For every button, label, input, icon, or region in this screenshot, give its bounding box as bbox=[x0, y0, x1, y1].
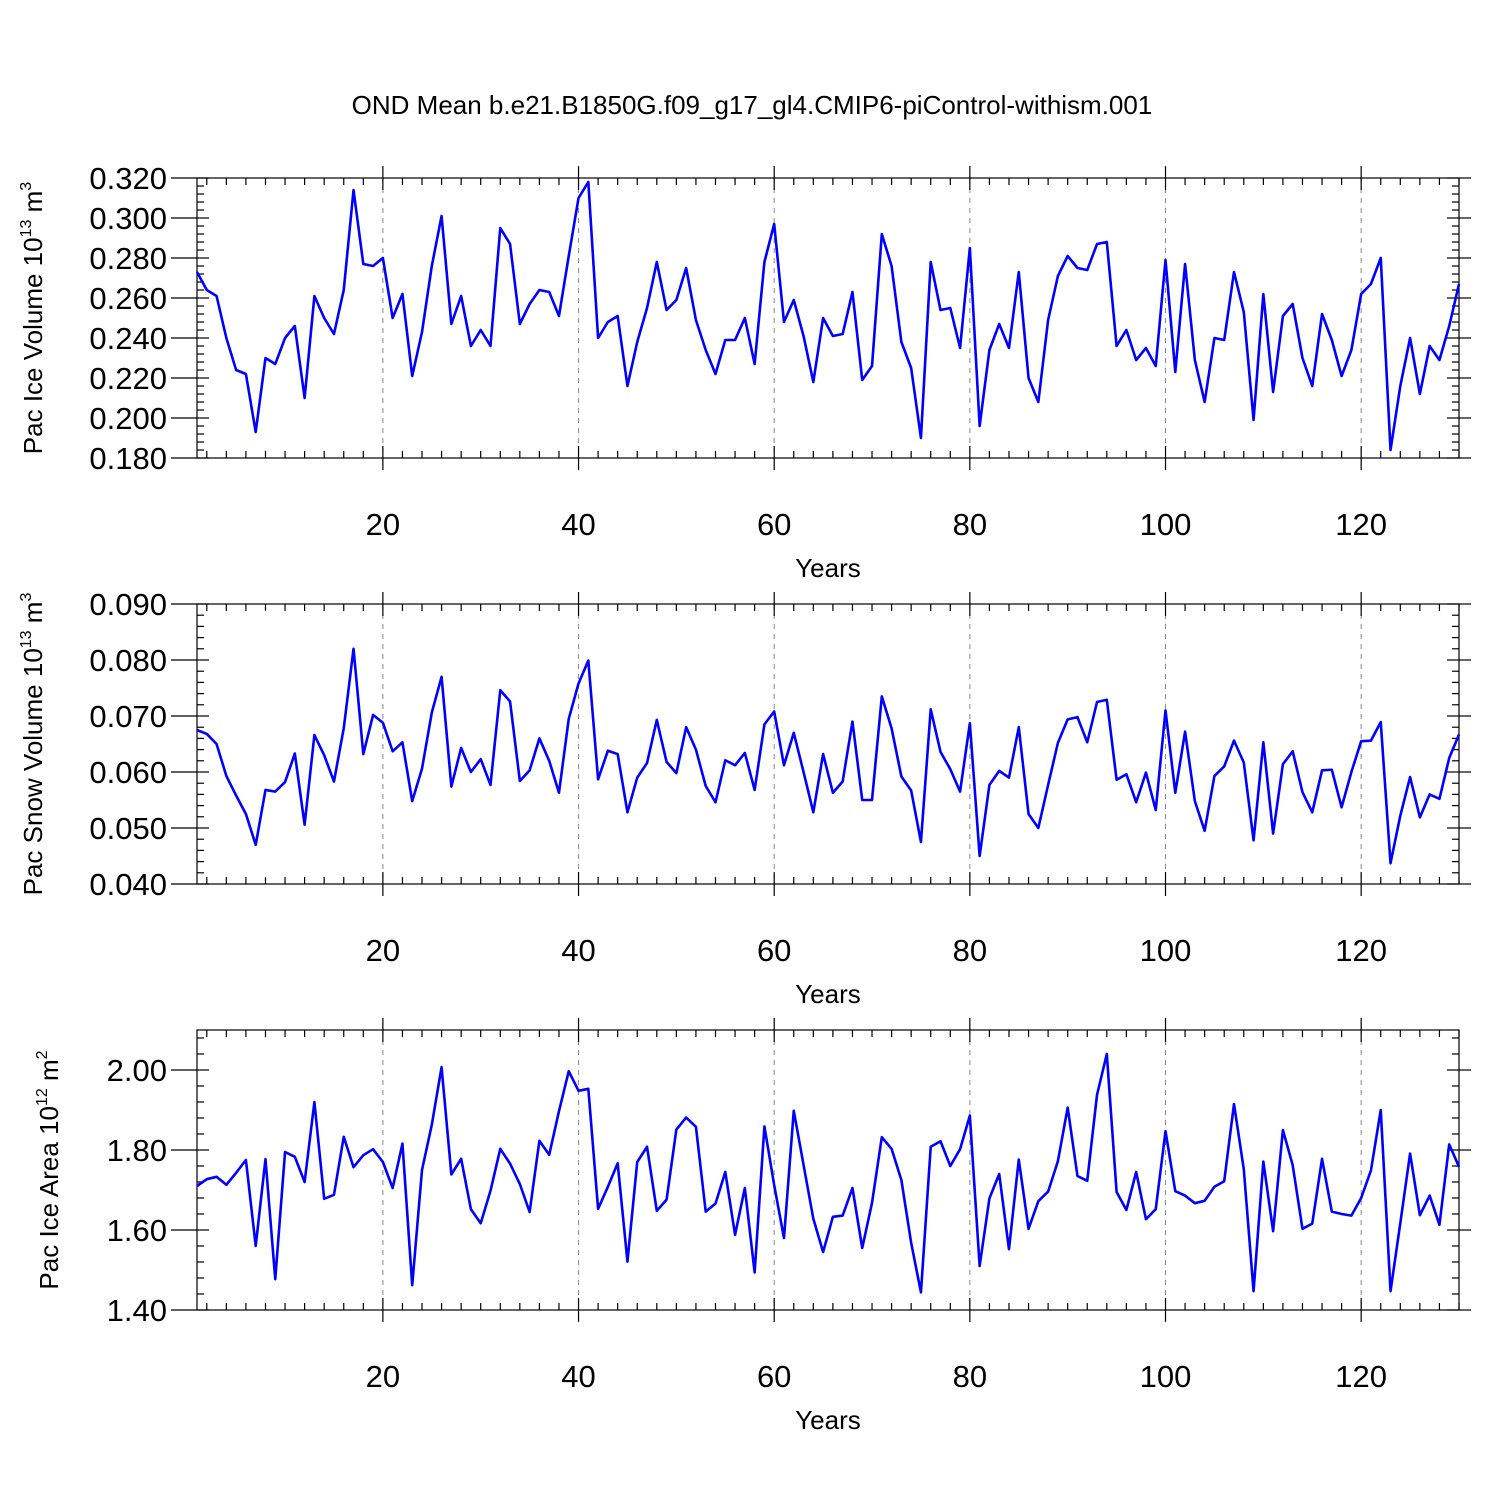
y-tick-label: 0.280 bbox=[89, 241, 167, 276]
panel-3: 1.40 1.60 1.80 2.00 20 40 60 80 100 120 Years Pac I… bbox=[34, 1018, 1471, 1435]
y-tick-label: 0.200 bbox=[89, 401, 167, 436]
x-axis-label: Years bbox=[795, 1405, 861, 1435]
x-axis-label: Years bbox=[795, 979, 861, 1009]
y-tick-label: 0.260 bbox=[89, 281, 167, 316]
series-line bbox=[196, 647, 1461, 865]
y-tick-label: 2.00 bbox=[107, 1053, 167, 1088]
x-tick-label: 60 bbox=[757, 1359, 791, 1394]
y-axis-label: Pac Ice Area 1012 m2 bbox=[34, 1050, 64, 1289]
y-axis-label-exp: 12 bbox=[34, 1088, 51, 1106]
y-tick-label: 0.060 bbox=[89, 755, 167, 790]
x-tick-label: 40 bbox=[561, 507, 595, 542]
series-line bbox=[195, 180, 1461, 452]
y-tick-label: 0.180 bbox=[89, 441, 167, 476]
y-axis-label-unit-exp: 2 bbox=[34, 1050, 51, 1059]
x-tick-label: 100 bbox=[1140, 1359, 1192, 1394]
x-tick-label: 20 bbox=[366, 507, 400, 542]
y-tick-label: 1.40 bbox=[107, 1293, 167, 1328]
panels: 0.180 0.200 0.220 0.240 0.260 0.280 0.300 0.320… bbox=[18, 161, 1471, 1435]
x-tick-label: 120 bbox=[1335, 933, 1387, 968]
y-tick-label: 0.050 bbox=[89, 811, 167, 846]
y-axis-label-exp: 13 bbox=[18, 630, 35, 648]
x-tick-label: 100 bbox=[1140, 507, 1192, 542]
y-tick-label: 0.240 bbox=[89, 321, 167, 356]
y-axis-label-unit: m bbox=[34, 1059, 64, 1088]
y-axis-label: Pac Ice Volume 1013 m3 bbox=[18, 182, 48, 455]
x-tick-label: 40 bbox=[561, 1359, 595, 1394]
x-tick-label: 100 bbox=[1140, 933, 1192, 968]
plot-frame bbox=[196, 177, 1460, 459]
chart-title: OND Mean b.e21.B1850G.f09_g17_gl4.CMIP6-… bbox=[352, 90, 1153, 120]
y-tick-label: 1.80 bbox=[107, 1133, 167, 1168]
y-axis-label-exp: 13 bbox=[18, 219, 35, 237]
x-tick-label: 80 bbox=[953, 507, 987, 542]
y-tick-label: 0.300 bbox=[89, 201, 167, 236]
x-tick-label: 60 bbox=[757, 507, 791, 542]
plot-frame bbox=[196, 603, 1460, 885]
y-tick-label: 0.080 bbox=[89, 643, 167, 678]
x-axis-label: Years bbox=[795, 553, 861, 583]
x-tick-label: 80 bbox=[953, 1359, 987, 1394]
x-tick-label: 20 bbox=[366, 1359, 400, 1394]
y-axis-label-unit: m bbox=[18, 602, 48, 631]
panel-2: 0.040 0.050 0.060 0.070 0.080 0.090 20 40 60 80 10… bbox=[18, 587, 1471, 1009]
y-axis-label-unit-exp: 3 bbox=[18, 593, 35, 602]
y-tick-label: 0.070 bbox=[89, 699, 167, 734]
y-axis-label-text: Pac Snow Volume 10 bbox=[18, 648, 48, 895]
y-tick-label: 0.220 bbox=[89, 361, 167, 396]
y-tick-label: 0.090 bbox=[89, 587, 167, 622]
y-axis-label-unit-exp: 3 bbox=[18, 182, 35, 191]
x-tick-label: 60 bbox=[757, 933, 791, 968]
y-axis-label-text: Pac Ice Volume 10 bbox=[18, 237, 48, 454]
series-line bbox=[196, 1052, 1461, 1294]
x-tick-label: 120 bbox=[1335, 507, 1387, 542]
y-axis-label-unit: m bbox=[18, 191, 48, 220]
y-axis-label: Pac Snow Volume 1013 m3 bbox=[18, 593, 48, 896]
y-tick-label: 0.040 bbox=[89, 867, 167, 902]
x-tick-label: 40 bbox=[561, 933, 595, 968]
x-tick-label: 20 bbox=[366, 933, 400, 968]
x-tick-label: 120 bbox=[1335, 1359, 1387, 1394]
x-tick-label: 80 bbox=[953, 933, 987, 968]
plot-frame bbox=[196, 1029, 1460, 1311]
y-tick-label: 0.320 bbox=[89, 161, 167, 196]
y-axis-label-text: Pac Ice Area 10 bbox=[34, 1106, 64, 1290]
panel-1: 0.180 0.200 0.220 0.240 0.260 0.280 0.300 0.320… bbox=[18, 161, 1471, 583]
y-tick-label: 1.60 bbox=[107, 1213, 167, 1248]
